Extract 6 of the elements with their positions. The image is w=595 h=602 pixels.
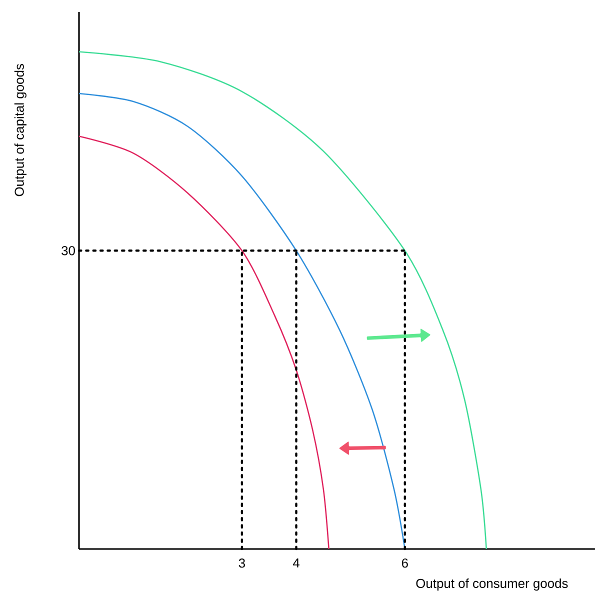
- x-axis-title: Output of consumer goods: [416, 578, 568, 591]
- x-tick-label: 3: [238, 558, 245, 568]
- y-axis-title: Output of capital goods: [14, 64, 26, 196]
- x-tick-label: 6: [402, 558, 408, 568]
- x-tick-label: 4: [292, 558, 300, 568]
- annotation: 30: [62, 246, 75, 256]
